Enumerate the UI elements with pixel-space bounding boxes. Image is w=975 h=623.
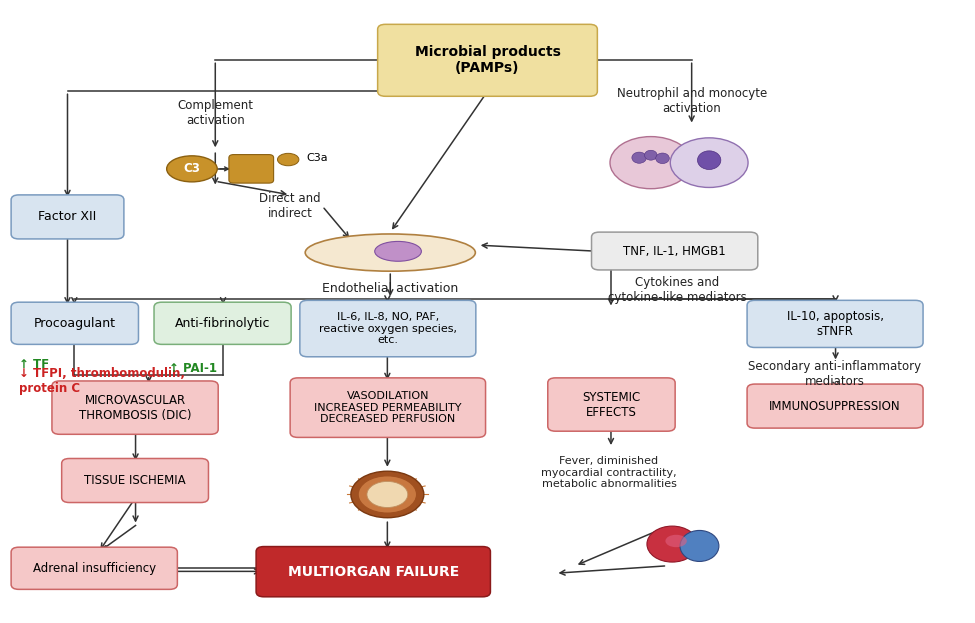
- Text: C3a: C3a: [307, 153, 329, 163]
- Ellipse shape: [697, 151, 721, 169]
- Text: ↑ TF: ↑ TF: [19, 358, 49, 371]
- Ellipse shape: [278, 153, 299, 166]
- Text: C3: C3: [183, 163, 201, 175]
- Ellipse shape: [647, 526, 697, 562]
- Text: TNF, IL-1, HMGB1: TNF, IL-1, HMGB1: [623, 245, 726, 257]
- Ellipse shape: [367, 482, 408, 508]
- Text: SYSTEMIC
EFFECTS: SYSTEMIC EFFECTS: [582, 391, 641, 419]
- Text: ↑ PAI-1: ↑ PAI-1: [169, 362, 216, 375]
- Ellipse shape: [374, 242, 421, 261]
- Ellipse shape: [305, 234, 476, 271]
- FancyBboxPatch shape: [377, 24, 598, 97]
- FancyBboxPatch shape: [229, 155, 274, 183]
- Ellipse shape: [167, 156, 217, 182]
- Text: Anti-fibrinolytic: Anti-fibrinolytic: [175, 316, 270, 330]
- Text: Factor XII: Factor XII: [38, 211, 97, 224]
- Text: MULTIORGAN FAILURE: MULTIORGAN FAILURE: [288, 564, 459, 579]
- Circle shape: [610, 136, 691, 189]
- FancyBboxPatch shape: [291, 378, 486, 437]
- FancyBboxPatch shape: [747, 300, 923, 348]
- Text: Procoagulant: Procoagulant: [34, 316, 116, 330]
- FancyBboxPatch shape: [11, 302, 138, 345]
- Ellipse shape: [656, 153, 669, 164]
- FancyBboxPatch shape: [11, 547, 177, 589]
- Text: IL-6, IL-8, NO, PAF,
reactive oxygen species,
etc.: IL-6, IL-8, NO, PAF, reactive oxygen spe…: [319, 312, 457, 345]
- FancyBboxPatch shape: [11, 195, 124, 239]
- Text: Direct and
indirect: Direct and indirect: [259, 192, 321, 220]
- Text: Secondary anti-inflammatory
mediators: Secondary anti-inflammatory mediators: [748, 359, 921, 388]
- Ellipse shape: [644, 150, 657, 160]
- FancyBboxPatch shape: [256, 546, 490, 597]
- Circle shape: [670, 138, 748, 188]
- Ellipse shape: [665, 535, 686, 547]
- Text: Complement
activation: Complement activation: [177, 99, 254, 127]
- Text: ↓ TFPI, thrombomodulin,
protein C: ↓ TFPI, thrombomodulin, protein C: [19, 367, 185, 395]
- FancyBboxPatch shape: [52, 381, 218, 434]
- Text: VASODILATION
INCREASED PERMEABILITY
DECREASED PERFUSION: VASODILATION INCREASED PERMEABILITY DECR…: [314, 391, 461, 424]
- Ellipse shape: [632, 152, 646, 163]
- FancyBboxPatch shape: [300, 300, 476, 357]
- Text: Microbial products
(PAMPs): Microbial products (PAMPs): [414, 45, 561, 75]
- Text: IL-10, apoptosis,
sTNFR: IL-10, apoptosis, sTNFR: [787, 310, 883, 338]
- Text: MICROVASCULAR
THROMBOSIS (DIC): MICROVASCULAR THROMBOSIS (DIC): [79, 394, 191, 422]
- FancyBboxPatch shape: [747, 384, 923, 428]
- FancyBboxPatch shape: [61, 459, 209, 503]
- FancyBboxPatch shape: [592, 232, 758, 270]
- Ellipse shape: [680, 530, 719, 561]
- Text: Fever, diminished
myocardial contractility,
metabolic abnormalities: Fever, diminished myocardial contractili…: [541, 456, 677, 489]
- Text: Endothelial activation: Endothelial activation: [322, 282, 458, 295]
- Text: IMMUNOSUPPRESSION: IMMUNOSUPPRESSION: [769, 399, 901, 412]
- Text: Cytokines and
cytokine-like mediators: Cytokines and cytokine-like mediators: [607, 276, 747, 304]
- FancyBboxPatch shape: [154, 302, 292, 345]
- Text: TISSUE ISCHEMIA: TISSUE ISCHEMIA: [84, 474, 186, 487]
- Ellipse shape: [358, 476, 416, 513]
- Ellipse shape: [351, 471, 424, 518]
- FancyBboxPatch shape: [548, 378, 675, 431]
- Text: Adrenal insufficiency: Adrenal insufficiency: [33, 562, 156, 575]
- Text: Neutrophil and monocyte
activation: Neutrophil and monocyte activation: [616, 87, 766, 115]
